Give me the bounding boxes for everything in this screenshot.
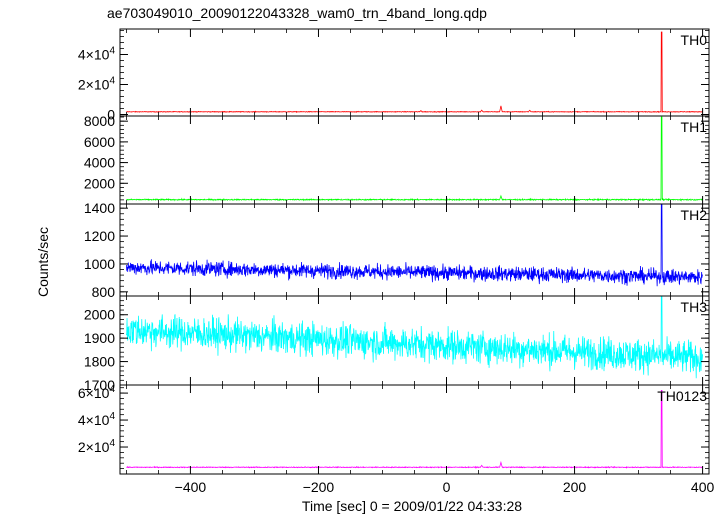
y-tick-label: 2×104 [78, 438, 116, 455]
panel-th0123: 2×104 4×104 6×104 TH0123 [78, 384, 710, 475]
panel-label-th1: TH1 [681, 119, 708, 135]
panel-frame [119, 384, 710, 475]
y-tick-label: 8000 [84, 113, 115, 129]
x-tick-label: 400 [691, 479, 715, 495]
y-tick-label: 6000 [84, 134, 115, 150]
x-tick-label: −200 [303, 479, 335, 495]
chart-title: ae703049010_20090122043328_wam0_trn_4ban… [107, 5, 487, 21]
y-tick-label: 1900 [84, 330, 115, 346]
panel-th1: 2000 4000 6000 8000 TH1 [84, 113, 710, 205]
series-line-th0123 [126, 389, 703, 470]
series-line-th3 [126, 295, 703, 379]
y-tick-label: 800 [92, 284, 116, 300]
x-axis: −400 −200 0 200 400 [175, 479, 715, 495]
panels: 0 2×104 4×104 TH0 2000 4000 6000 8000 TH1 800 1000… [78, 28, 710, 475]
x-tick-label: 0 [443, 479, 451, 495]
series-line-th2 [126, 203, 703, 287]
y-tick-label: 6×104 [78, 384, 116, 401]
y-tick-label: 0 [107, 107, 115, 123]
panel-frame [119, 203, 710, 297]
panel-frame [119, 28, 710, 117]
y-tick-label: 1800 [84, 354, 115, 370]
panel-th2: 800 1000 1200 1400 TH2 [84, 200, 710, 300]
panel-label-th0123: TH0123 [657, 388, 707, 404]
y-tick-label: 4×104 [78, 46, 116, 63]
panel-th3: 1700 1800 1900 2000 TH3 [84, 295, 710, 393]
series-line-th1 [126, 116, 703, 202]
y-tick-label: 1200 [84, 228, 115, 244]
y-tick-label: 1400 [84, 200, 115, 216]
y-axis-label: Counts/sec [35, 227, 51, 297]
panel-frame [119, 115, 710, 205]
y-tick-label: 1700 [84, 377, 115, 393]
y-tick-label: 1000 [84, 256, 115, 272]
x-tick-label: −400 [175, 479, 207, 495]
panel-th0: 0 2×104 4×104 TH0 [78, 28, 710, 123]
panel-label-th3: TH3 [681, 299, 708, 315]
x-tick-label: 200 [563, 479, 587, 495]
panel-label-th2: TH2 [681, 207, 708, 223]
y-tick-label: 2×104 [78, 76, 116, 93]
x-axis-label: Time [sec] 0 = 2009/01/22 04:33:28 [302, 498, 522, 514]
y-tick-label: 2000 [84, 175, 115, 191]
panel-label-th0: TH0 [681, 32, 708, 48]
series-line-th0 [126, 31, 703, 114]
y-tick-label: 4×104 [78, 411, 116, 428]
y-tick-label: 4000 [84, 155, 115, 171]
y-tick-label: 2000 [84, 307, 115, 323]
